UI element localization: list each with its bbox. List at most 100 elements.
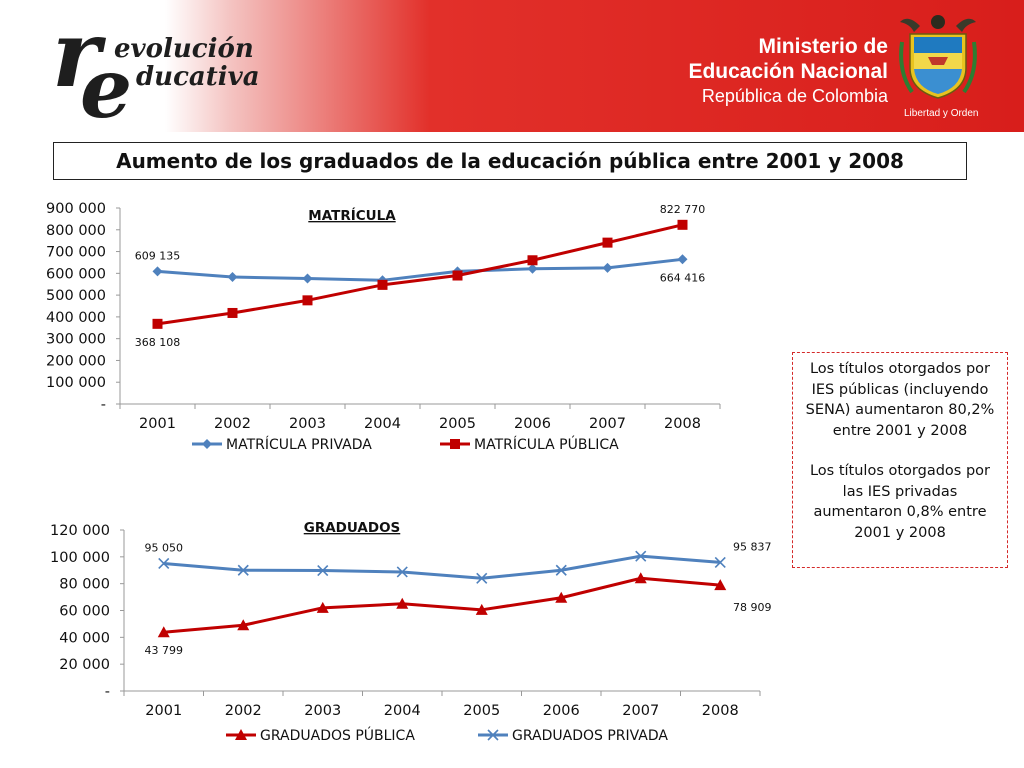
legend-marker-1	[487, 729, 499, 741]
y-tick-label: 700 000	[46, 245, 106, 261]
data-point-0-0	[152, 266, 163, 277]
data-point-1-3	[377, 279, 388, 290]
ministry-line1: Ministerio de	[758, 35, 888, 58]
ministry-name: Ministerio de Educación Nacional Repúbli…	[688, 34, 888, 109]
x-tick-label: 2004	[384, 703, 421, 719]
logo-letter-r: r	[52, 0, 101, 108]
y-tick-label: 900 000	[46, 201, 106, 217]
summary-note: Los títulos otorgados por IES públicas (…	[792, 352, 1008, 568]
data-point-0-2	[302, 273, 313, 284]
y-tick-label: -	[105, 684, 110, 700]
data-point-1-3	[396, 566, 408, 578]
y-tick-label: 200 000	[46, 353, 106, 369]
x-tick-label: 2007	[589, 416, 626, 432]
x-tick-label: 2008	[702, 703, 739, 719]
data-point-1-2	[317, 564, 329, 577]
chart-title: MATRÍCULA	[308, 207, 396, 224]
note-public-text: Los títulos otorgados por IES públicas (…	[805, 361, 995, 439]
data-point-0-1	[227, 272, 238, 283]
data-point-1-0	[152, 318, 163, 329]
data-point-1-2	[302, 295, 313, 306]
header-banner: r e evolución ducativa Ministerio de Edu…	[0, 0, 1024, 132]
data-point-1-7	[677, 219, 688, 230]
data-point-0-1	[237, 619, 250, 631]
data-point-1-5	[527, 255, 538, 266]
x-tick-label: 2008	[664, 416, 701, 432]
data-point-0-4	[475, 603, 488, 615]
data-point-1-4	[476, 572, 488, 584]
x-tick-label: 2005	[439, 416, 476, 432]
data-point-0-0	[157, 626, 170, 638]
page-title: Aumento de los graduados de la educación…	[53, 142, 967, 180]
graduados-chart: - 20 000 40 000 60 000 80 000 100 000 120 000 2…	[50, 520, 772, 744]
legend-marker-0	[235, 729, 247, 740]
y-tick-label: 20 000	[59, 657, 110, 673]
matricula-chart: - 100 000 200 000 300 000 400 000 500 000 600 …	[46, 201, 721, 453]
data-label: 368 108	[135, 336, 181, 349]
series-line-0	[163, 576, 721, 634]
x-tick-label: 2001	[139, 416, 176, 432]
x-tick-label: 2006	[514, 416, 551, 432]
y-tick-label: 100 000	[50, 550, 110, 566]
data-label: 95 837	[733, 540, 772, 553]
logo-text-line1: evolución	[114, 34, 254, 64]
y-tick-label: 400 000	[46, 310, 106, 326]
legend-marker-0	[202, 439, 212, 449]
ministry-line2: Educación Nacional	[688, 60, 888, 83]
logo-text-line2: ducativa	[136, 62, 260, 92]
data-point-1-1	[237, 564, 249, 576]
y-tick-label: 80 000	[59, 577, 110, 593]
y-tick-label: 800 000	[46, 223, 106, 239]
data-point-0-7	[714, 579, 727, 591]
x-tick-label: 2006	[543, 703, 580, 719]
data-label: 609 135	[135, 249, 181, 262]
y-tick-label: 120 000	[50, 523, 110, 539]
data-point-1-7	[714, 556, 726, 568]
y-tick-label: 600 000	[46, 266, 106, 282]
data-point-1-0	[158, 557, 170, 570]
series-line-1	[163, 554, 721, 580]
data-label: 822 770	[660, 203, 706, 216]
revolucion-educativa-logo: r e evolución ducativa	[50, 8, 290, 130]
data-point-1-6	[635, 550, 647, 562]
x-tick-label: 2007	[622, 703, 659, 719]
x-tick-label: 2001	[145, 703, 182, 719]
legend-marker-1	[450, 439, 460, 449]
data-point-1-6	[602, 237, 613, 248]
y-tick-label: 40 000	[59, 630, 110, 646]
data-point-0-5	[555, 591, 568, 603]
y-tick-label: 60 000	[59, 604, 110, 620]
legend-label-0: GRADUADOS PÚBLICA	[260, 726, 415, 744]
y-tick-label: 300 000	[46, 332, 106, 348]
series-line-0	[157, 257, 683, 282]
x-tick-label: 2002	[225, 703, 262, 719]
x-tick-label: 2003	[304, 703, 341, 719]
motto-text: Libertad y Orden	[904, 108, 979, 119]
x-tick-label: 2003	[289, 416, 326, 432]
data-point-0-6	[602, 262, 613, 273]
data-point-0-5	[527, 263, 538, 274]
data-label: 78 909	[733, 601, 772, 614]
note-private-text: Los títulos otorgados por las IES privad…	[809, 463, 990, 541]
coat-of-arms-icon	[899, 15, 977, 99]
data-label: 43 799	[145, 644, 184, 657]
legend-label-0: MATRÍCULA PRIVADA	[226, 436, 372, 453]
ministry-line3: República de Colombia	[701, 86, 888, 106]
chart-title: GRADUADOS	[304, 520, 401, 536]
data-point-1-5	[555, 564, 567, 576]
series-line-1	[157, 223, 683, 326]
legend-label-1: MATRÍCULA PÚBLICA	[474, 435, 619, 453]
data-label: 664 416	[660, 271, 706, 284]
data-point-0-2	[316, 601, 329, 613]
data-point-1-4	[452, 270, 463, 281]
x-tick-label: 2002	[214, 416, 251, 432]
data-point-0-7	[677, 254, 688, 265]
legend-label-1: GRADUADOS PRIVADA	[512, 728, 668, 744]
logo-letter-e: e	[80, 41, 133, 137]
data-point-1-1	[227, 307, 238, 318]
data-point-0-3	[396, 597, 409, 609]
y-tick-label: -	[101, 397, 106, 413]
data-label: 95 050	[145, 541, 184, 554]
x-tick-label: 2005	[463, 703, 500, 719]
data-point-0-6	[634, 572, 647, 584]
